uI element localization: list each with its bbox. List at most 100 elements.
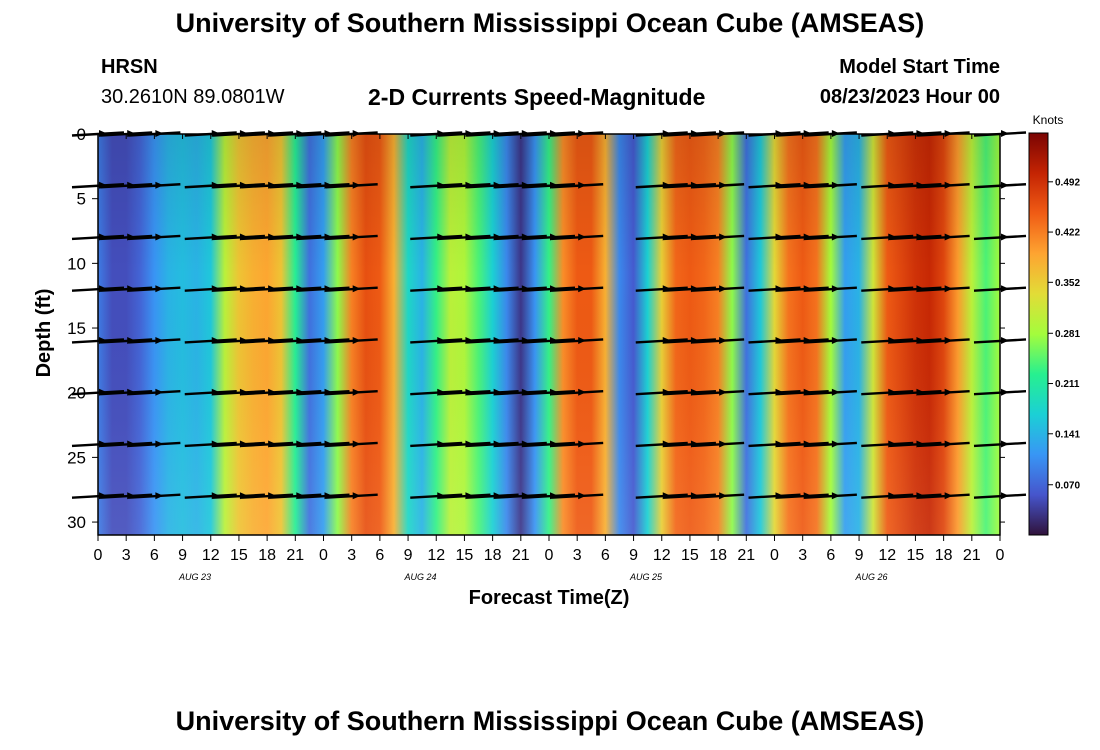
x-tick-label: 9 xyxy=(855,547,864,564)
current-vector xyxy=(128,285,181,293)
current-vector xyxy=(692,492,745,500)
x-tick-label: 0 xyxy=(996,547,1005,564)
current-vector xyxy=(692,388,745,396)
x-tick-label: 12 xyxy=(202,547,220,564)
x-tick-label: 12 xyxy=(427,547,445,564)
chart-subtitle: 2-D Currents Speed-Magnitude xyxy=(368,84,706,110)
x-tick-label: 18 xyxy=(258,547,276,564)
model-start-label: Model Start Time xyxy=(839,56,1000,78)
x-tick-label: 0 xyxy=(770,547,779,564)
colorbar-tick-label: 0.211 xyxy=(1055,379,1080,390)
y-tick-label: 15 xyxy=(67,319,86,338)
y-tick-label: 30 xyxy=(67,513,86,532)
y-tick-label: 5 xyxy=(77,190,86,209)
current-vector xyxy=(804,285,857,293)
y-tick-label: 10 xyxy=(67,254,86,273)
x-tick-label: 21 xyxy=(286,547,304,564)
x-tick-label: 21 xyxy=(737,547,755,564)
colorbar-tick-label: 0.281 xyxy=(1055,329,1080,340)
current-vector xyxy=(804,233,857,241)
x-tick-label: 6 xyxy=(601,547,610,564)
x-tick-label: 18 xyxy=(484,547,502,564)
x-tick-label: 15 xyxy=(907,547,925,564)
current-vector xyxy=(804,440,857,448)
current-vector xyxy=(917,285,970,293)
current-vector xyxy=(128,388,181,396)
colorbar-tick-label: 0.070 xyxy=(1055,480,1080,491)
x-tick-label: 15 xyxy=(456,547,474,564)
current-vector xyxy=(692,285,745,293)
depth-shading xyxy=(98,134,1000,535)
y-axis: 0 5 10 15 20 25 30 xyxy=(67,125,1005,532)
x-tick-label: 6 xyxy=(150,547,159,564)
footer-title: University of Southern Mississippi Ocean… xyxy=(175,706,925,736)
current-vector xyxy=(692,440,745,448)
current-vector xyxy=(325,440,378,448)
x-tick-label: 12 xyxy=(653,547,671,564)
current-vector xyxy=(325,336,378,344)
current-vector xyxy=(128,181,181,189)
current-vector xyxy=(804,336,857,344)
station-name: HRSN xyxy=(101,56,158,78)
colorbar-scale xyxy=(1028,132,1049,536)
x-tick-label: 3 xyxy=(122,547,131,564)
current-vector xyxy=(325,233,378,241)
x-tick-label: 18 xyxy=(709,547,727,564)
x-tick-label: 0 xyxy=(319,547,328,564)
colorbar: Knots 0.492 0.422 0.352 0.281 0.211 0.141 0.070 xyxy=(1028,113,1080,536)
current-vector xyxy=(551,336,604,344)
x-tick-label: 15 xyxy=(230,547,248,564)
y-tick-label: 25 xyxy=(67,448,86,467)
x-tick-label: 21 xyxy=(512,547,530,564)
current-vector xyxy=(804,492,857,500)
x-tick-label: 3 xyxy=(798,547,807,564)
colorbar-tick-label: 0.141 xyxy=(1055,429,1080,440)
current-vector xyxy=(917,388,970,396)
current-vector xyxy=(128,492,181,500)
current-vector xyxy=(551,181,604,189)
current-vector xyxy=(325,388,378,396)
current-vector xyxy=(128,233,181,241)
chart-title: University of Southern Mississippi Ocean… xyxy=(175,8,925,38)
current-vector xyxy=(128,440,181,448)
x-tick-label: 3 xyxy=(573,547,582,564)
station-coordinates: 30.2610N 89.0801W xyxy=(101,86,285,108)
x-tick-label: 6 xyxy=(375,547,384,564)
x-day-label: AUG 26 xyxy=(854,572,887,582)
x-tick-label: 15 xyxy=(681,547,699,564)
colorbar-tick-label: 0.422 xyxy=(1055,228,1080,239)
current-vector xyxy=(325,492,378,500)
x-day-label: AUG 24 xyxy=(403,572,436,582)
y-axis-title: Depth (ft) xyxy=(33,289,55,378)
current-vector xyxy=(551,492,604,500)
x-tick-label: 18 xyxy=(935,547,953,564)
x-day-label: AUG 25 xyxy=(629,572,663,582)
current-vector xyxy=(917,492,970,500)
x-tick-label: 12 xyxy=(878,547,896,564)
current-vector xyxy=(325,181,378,189)
x-tick-label: 21 xyxy=(963,547,981,564)
x-tick-label: 0 xyxy=(545,547,554,564)
current-vector xyxy=(917,440,970,448)
x-tick-label: 6 xyxy=(826,547,835,564)
x-tick-label: 0 xyxy=(94,547,103,564)
current-vector xyxy=(917,336,970,344)
colorbar-tick-label: 0.492 xyxy=(1055,177,1080,188)
y-tick-label: 20 xyxy=(67,384,86,403)
x-tick-label: 9 xyxy=(629,547,638,564)
current-vector xyxy=(325,285,378,293)
x-axis-title: Forecast Time(Z) xyxy=(469,587,630,609)
model-start-date: 08/23/2023 Hour 00 xyxy=(819,86,1000,108)
current-vector xyxy=(551,388,604,396)
current-vector xyxy=(551,285,604,293)
current-vector xyxy=(128,336,181,344)
y-tick-label: 0 xyxy=(77,125,86,144)
current-vector xyxy=(551,440,604,448)
current-vector xyxy=(692,336,745,344)
current-vector xyxy=(917,233,970,241)
x-tick-label: 3 xyxy=(347,547,356,564)
current-vector xyxy=(804,181,857,189)
x-day-label: AUG 23 xyxy=(178,572,211,582)
x-tick-label: 9 xyxy=(178,547,187,564)
